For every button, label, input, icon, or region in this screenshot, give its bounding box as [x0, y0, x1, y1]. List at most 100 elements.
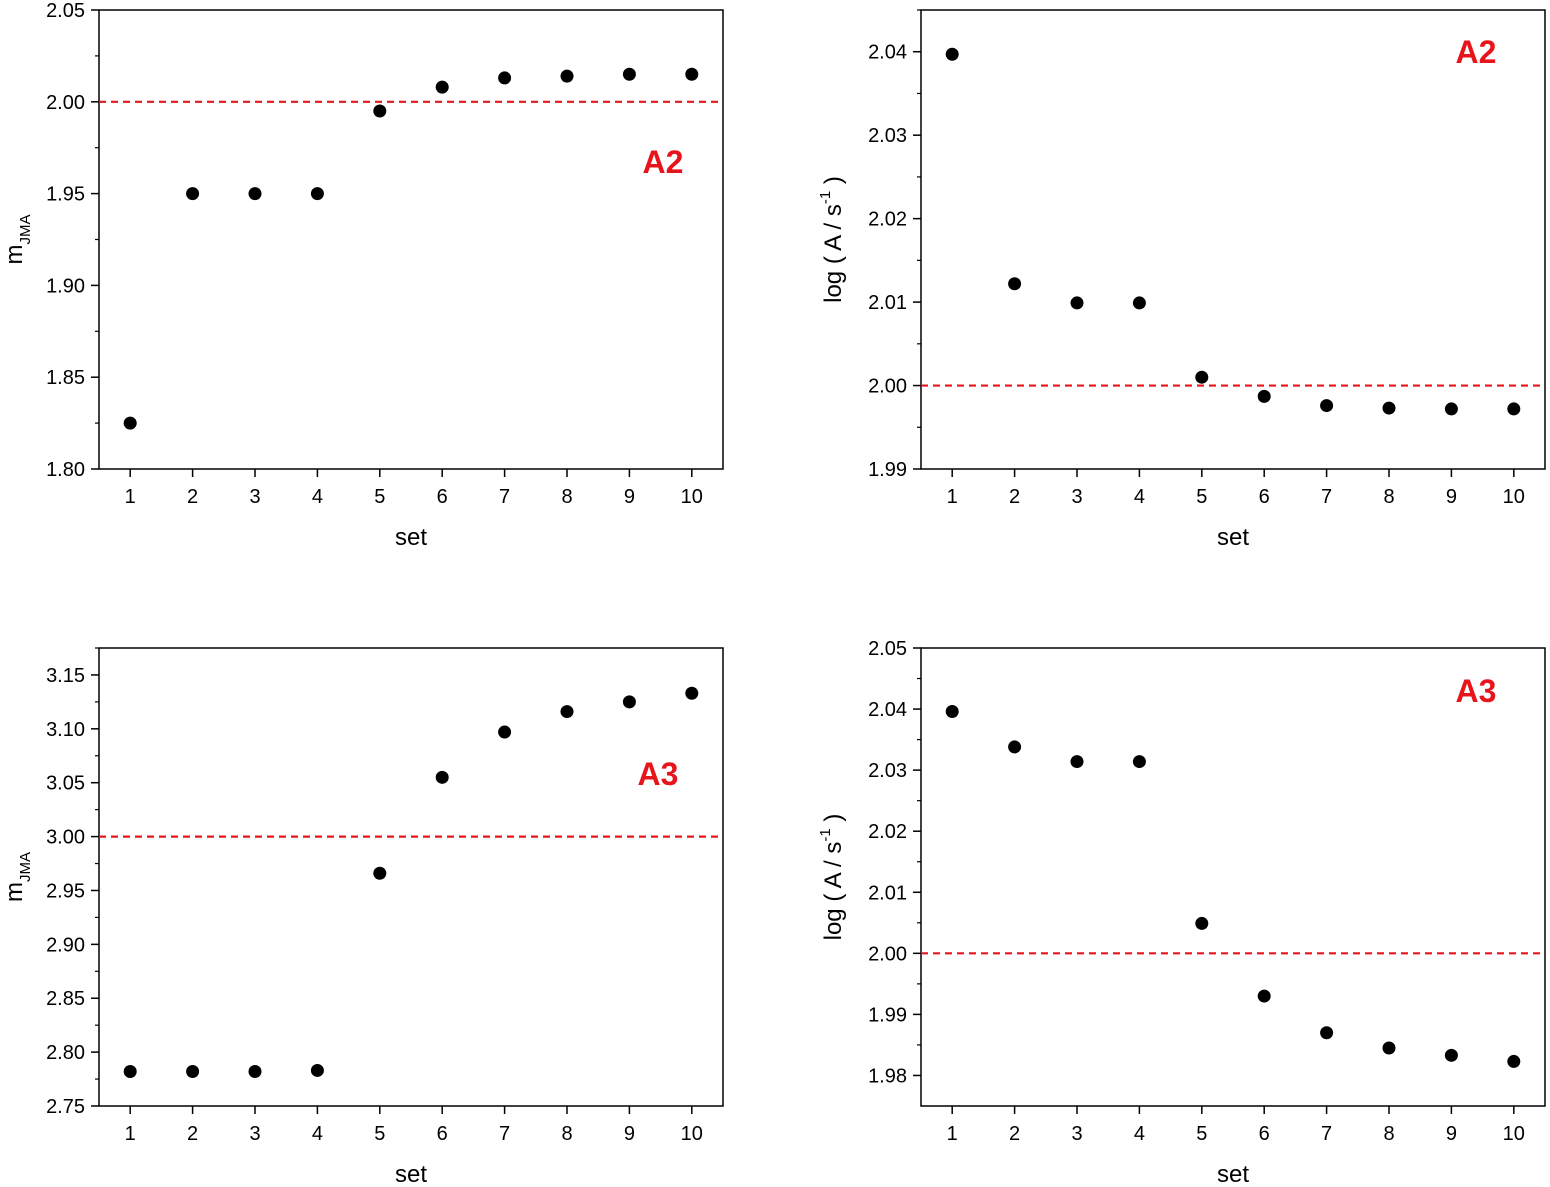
- y-tick-label: 1.95: [46, 184, 85, 206]
- x-axis-title: set: [395, 1161, 427, 1187]
- data-point: [1507, 1054, 1521, 1068]
- y-axis-title: log ( A / s-1 ): [817, 814, 847, 941]
- x-tick-label: 4: [1134, 486, 1145, 508]
- x-tick-label: 10: [681, 1123, 703, 1145]
- x-tick-label: 3: [1071, 486, 1082, 508]
- data-point: [1070, 296, 1084, 310]
- panel-tag: A3: [1456, 673, 1497, 709]
- data-point: [685, 686, 699, 700]
- x-tick-label: 4: [1134, 1123, 1145, 1145]
- x-tick-label: 5: [1196, 1123, 1207, 1145]
- y-axis-title-main: log ( A / s: [820, 842, 847, 941]
- panel-tag: A2: [643, 144, 684, 180]
- y-tick-label: 2.02: [868, 821, 907, 843]
- x-tick-label: 3: [249, 1123, 260, 1145]
- data-point: [1132, 296, 1146, 310]
- plot-frame: [98, 647, 724, 1107]
- data-point: [373, 866, 387, 880]
- y-tick-label: 2.05: [46, 0, 85, 22]
- data-point: [1507, 402, 1521, 416]
- x-tick-label: 7: [1321, 486, 1332, 508]
- x-tick-label: 9: [1446, 486, 1457, 508]
- data-point: [1008, 740, 1022, 754]
- data-point: [1195, 916, 1209, 930]
- y-tick-label: 2.80: [46, 1042, 85, 1064]
- x-tick-label: 3: [1071, 1123, 1082, 1145]
- x-tick-label: 5: [374, 1123, 385, 1145]
- panel-tag: A2: [1456, 34, 1497, 70]
- x-tick-label: 6: [437, 486, 448, 508]
- y-tick-label: 2.01: [868, 292, 907, 314]
- y-tick-label: 2.04: [868, 42, 907, 64]
- x-tick-label: 9: [624, 486, 635, 508]
- data-point: [498, 725, 512, 739]
- data-point: [945, 47, 959, 61]
- x-tick-label: 5: [1196, 486, 1207, 508]
- data-point: [1257, 989, 1271, 1003]
- y-axis-title-main: m: [1, 245, 28, 265]
- data-point: [1444, 402, 1458, 416]
- data-point: [1195, 370, 1209, 384]
- panel-3: 1 2 3 4 5 6 7 8 9 10 2.75 2.80 2.85 2.90 2.95 3.00 3.05 3…: [1, 647, 724, 1187]
- data-point: [1382, 1041, 1396, 1055]
- y-tick-label: 2.00: [868, 376, 907, 398]
- x-tick-label: 6: [1259, 1123, 1270, 1145]
- x-tick-label: 8: [561, 486, 572, 508]
- x-tick-label: 6: [437, 1123, 448, 1145]
- y-tick-label: 2.04: [868, 699, 907, 721]
- y-tick-label: 2.00: [868, 943, 907, 965]
- data-point: [1382, 401, 1396, 415]
- data-point: [685, 67, 699, 81]
- y-tick-label: 1.80: [46, 459, 85, 481]
- x-tick-label: 7: [1321, 1123, 1332, 1145]
- data-point: [435, 80, 449, 94]
- y-axis-title-subscript: JMA: [17, 215, 34, 245]
- x-tick-label: 6: [1259, 486, 1270, 508]
- x-tick-label: 8: [1383, 1123, 1394, 1145]
- y-tick-label: 3.05: [46, 773, 85, 795]
- y-tick-label: 2.02: [868, 209, 907, 231]
- x-tick-label: 8: [561, 1123, 572, 1145]
- y-tick-label: 2.75: [46, 1096, 85, 1118]
- x-tick-label: 1: [947, 1123, 958, 1145]
- plot-frame: [920, 9, 1546, 470]
- data-point: [310, 187, 324, 201]
- x-tick-label: 2: [187, 486, 198, 508]
- y-axis-title-superscript: -1: [817, 828, 834, 841]
- y-tick-label: 3.10: [46, 719, 85, 741]
- data-point: [1444, 1048, 1458, 1062]
- data-point: [186, 187, 200, 201]
- data-point: [945, 705, 959, 719]
- x-axis-title: set: [395, 524, 427, 551]
- x-tick-label: 10: [1503, 1123, 1525, 1145]
- y-axis-title-subscript: JMA: [17, 852, 34, 882]
- data-point: [248, 187, 262, 201]
- data-point: [1070, 755, 1084, 769]
- y-tick-label: 2.01: [868, 882, 907, 904]
- y-tick-label: 2.85: [46, 988, 85, 1010]
- data-point: [1008, 277, 1022, 291]
- data-point: [186, 1065, 200, 1079]
- x-tick-label: 1: [125, 1123, 136, 1145]
- x-tick-label: 7: [499, 1123, 510, 1145]
- data-point: [248, 1065, 262, 1079]
- x-tick-label: 8: [1383, 486, 1394, 508]
- data-point: [560, 705, 574, 719]
- x-tick-label: 1: [947, 486, 958, 508]
- y-axis-title-superscript: -1: [817, 191, 834, 204]
- y-axis-title-tail: ): [820, 814, 847, 829]
- x-tick-label: 10: [681, 486, 703, 508]
- x-axis-title: set: [1217, 524, 1249, 551]
- panel-tag: A3: [638, 756, 679, 792]
- y-tick-label: 3.15: [46, 665, 85, 687]
- x-tick-label: 2: [187, 1123, 198, 1145]
- y-axis-title-main: m: [1, 882, 28, 902]
- y-tick-label: 2.90: [46, 934, 85, 956]
- y-tick-label: 3.00: [46, 827, 85, 849]
- x-tick-label: 2: [1009, 1123, 1020, 1145]
- x-tick-label: 1: [125, 486, 136, 508]
- data-point: [560, 69, 574, 83]
- data-point: [1132, 755, 1146, 769]
- panel-2: 1 2 3 4 5 6 7 8 9 10 1.99 2.00 2.01 2.02 2.03 2.04 set lo…: [817, 9, 1546, 551]
- data-point: [622, 695, 636, 709]
